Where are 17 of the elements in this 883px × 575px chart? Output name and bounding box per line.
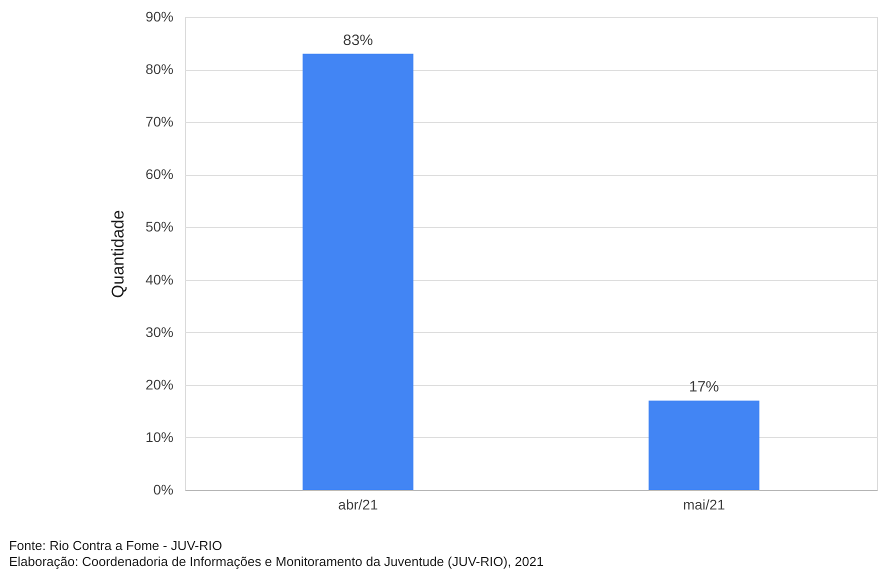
data-label: 83% bbox=[342, 32, 374, 49]
y-tick-label: 10% bbox=[145, 428, 174, 445]
y-tick-label: 70% bbox=[145, 114, 174, 130]
y-tick-label: 40% bbox=[145, 271, 174, 288]
y-tick-label: 50% bbox=[145, 218, 174, 235]
y-tick-label: 90% bbox=[145, 8, 174, 24]
x-tick-label: abr/21 bbox=[338, 496, 378, 512]
y-tick-label: 60% bbox=[145, 166, 174, 182]
y-tick-label: 0% bbox=[153, 482, 174, 498]
text: Elaboração: Coordenadoria de Informações e Monitoramento da Juventude (JUV-RIO), 2021 bbox=[8, 554, 544, 569]
x-tick-label: mai/21 bbox=[682, 496, 726, 512]
y-axis-title: Quantidade bbox=[108, 210, 128, 298]
y-tick-label: 80% bbox=[145, 61, 174, 78]
y-tick-label: 30% bbox=[145, 324, 174, 340]
source-note: Fonte: Rio Contra a Fome - JUV-RIO bbox=[8, 538, 222, 553]
y-tick-label: 20% bbox=[145, 376, 174, 392]
data-label: 17% bbox=[688, 378, 720, 396]
